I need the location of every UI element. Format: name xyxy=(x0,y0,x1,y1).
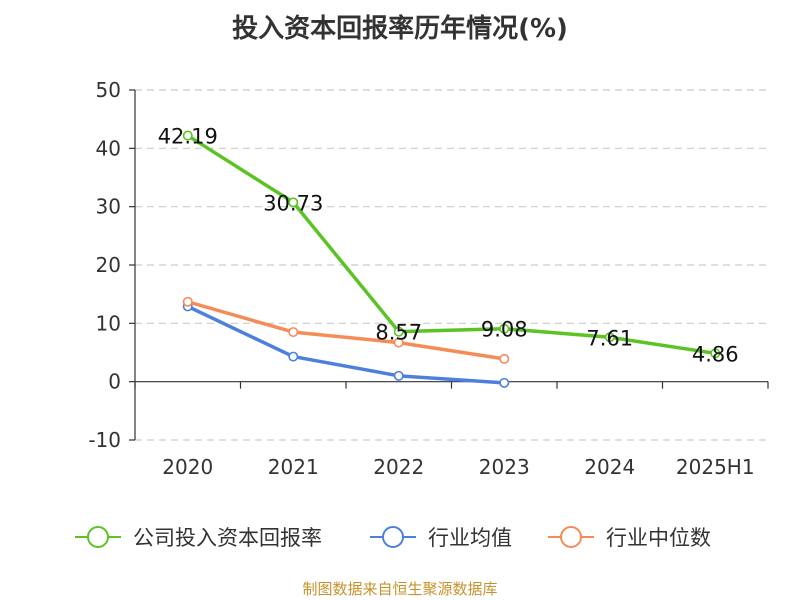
y-tick-labels: -10 0 10 20 30 40 50 xyxy=(88,78,121,452)
data-label: 7.61 xyxy=(586,326,633,350)
x-tick-label: 2023 xyxy=(479,455,530,479)
data-label: 9.08 xyxy=(481,318,528,342)
data-point xyxy=(710,348,721,359)
legend-marker xyxy=(87,526,109,548)
legend-marker xyxy=(382,526,404,548)
legend-label: 行业均值 xyxy=(428,526,512,550)
y-tick-label: 30 xyxy=(96,195,121,219)
data-point xyxy=(393,370,404,381)
gridlines xyxy=(135,89,768,441)
y-tick-label: -10 xyxy=(88,428,121,452)
data-point xyxy=(288,197,299,208)
data-label: 8.57 xyxy=(375,321,422,345)
data-point xyxy=(499,323,510,334)
x-tick-label: 2022 xyxy=(373,455,424,479)
y-tick-label: 10 xyxy=(96,311,121,335)
data-point xyxy=(182,296,193,307)
data-point xyxy=(288,351,299,362)
legend-label: 公司投入资本回报率 xyxy=(133,526,322,550)
y-tick-label: 50 xyxy=(96,78,121,102)
data-label: 42.19 xyxy=(158,125,218,149)
legend-marker xyxy=(560,526,582,548)
data-label: 4.86 xyxy=(692,342,739,366)
data-point xyxy=(288,327,299,338)
data-point xyxy=(499,377,510,388)
legend: 公司投入资本回报率 行业均值 行业中位数 xyxy=(75,526,711,550)
legend-label: 行业中位数 xyxy=(606,526,711,550)
x-tick-label: 2025H1 xyxy=(676,455,755,479)
series-lines xyxy=(182,130,721,388)
y-tick-label: 0 xyxy=(108,370,121,394)
data-point xyxy=(499,353,510,364)
series-line xyxy=(186,300,506,361)
data-point xyxy=(393,326,404,337)
axes xyxy=(129,89,769,441)
source-note: 制图数据来自恒生聚源数据库 xyxy=(302,580,498,598)
series-line xyxy=(186,304,506,385)
data-labels: 42.19 30.73 8.57 9.08 7.61 4.86 xyxy=(158,125,739,367)
data-point xyxy=(182,130,193,141)
x-tick-label: 2021 xyxy=(268,455,319,479)
data-point xyxy=(393,337,404,348)
chart-title: 投入资本回报率历年情况(%) xyxy=(232,14,568,44)
data-point xyxy=(604,332,615,343)
x-tick-label: 2024 xyxy=(584,455,635,479)
x-tick-label: 2020 xyxy=(162,455,213,479)
x-tick-labels: 2020 2021 2022 2023 2024 2025H1 xyxy=(162,455,754,479)
data-label: 30.73 xyxy=(263,191,323,215)
y-tick-label: 20 xyxy=(96,253,121,277)
y-tick-label: 40 xyxy=(96,136,121,160)
series-line xyxy=(186,133,717,356)
